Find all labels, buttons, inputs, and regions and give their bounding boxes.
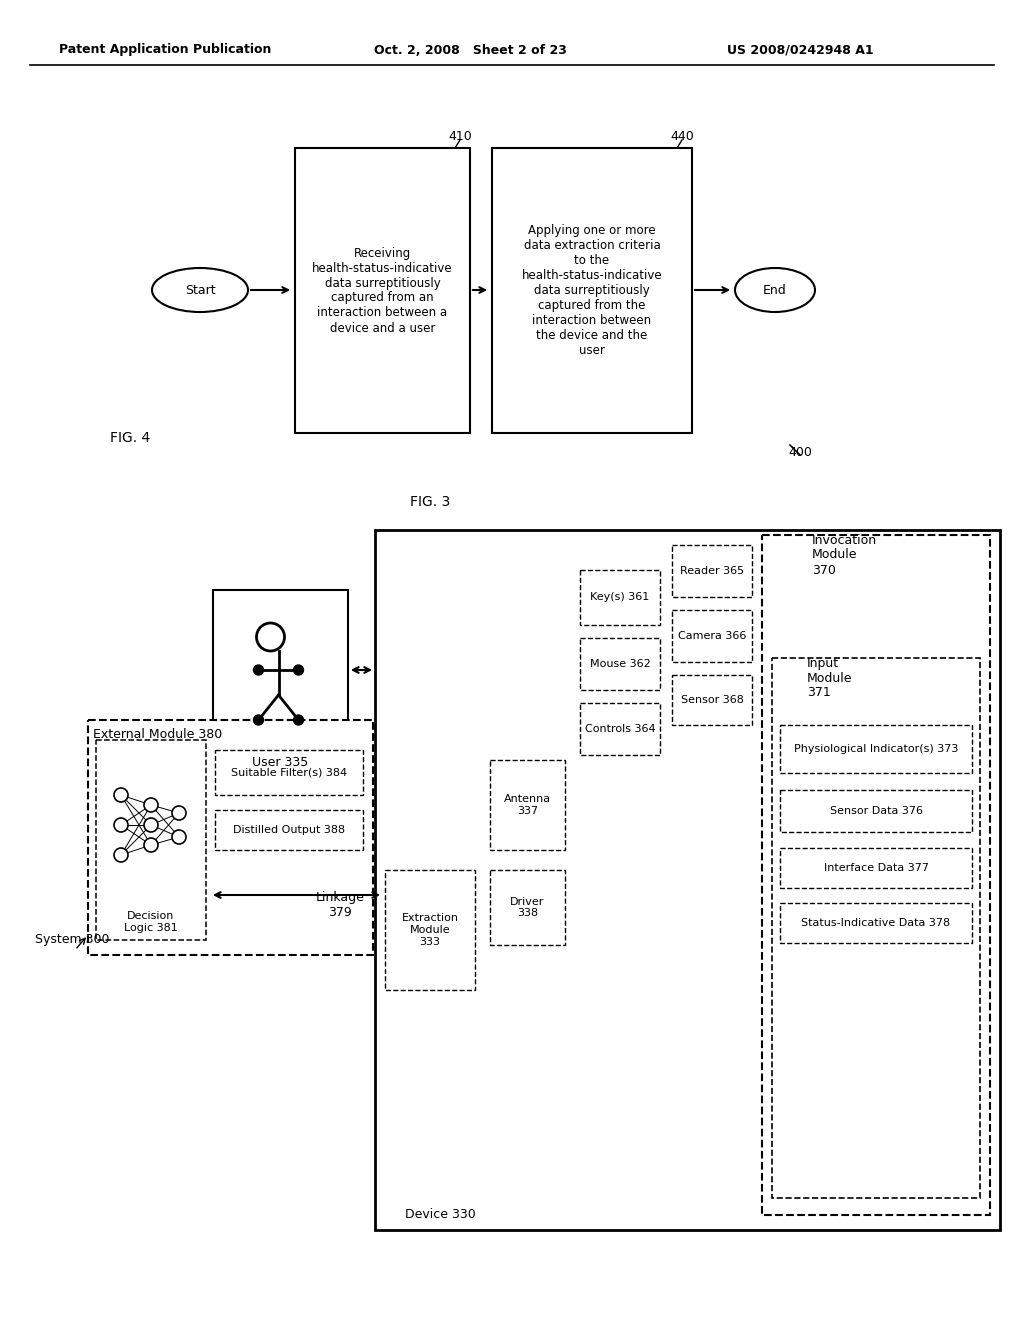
Bar — [672, 545, 752, 597]
Text: FIG. 3: FIG. 3 — [410, 495, 451, 510]
Text: Suitable Filter(s) 384: Suitable Filter(s) 384 — [231, 767, 347, 777]
Text: Receiving
health-status-indicative
data surreptitiously
captured from an
interac: Receiving health-status-indicative data … — [312, 247, 453, 334]
Bar — [580, 704, 660, 755]
Text: Reader 365: Reader 365 — [680, 566, 744, 576]
Text: Sensor 368: Sensor 368 — [681, 696, 743, 705]
Bar — [672, 675, 752, 725]
Text: Status-Indicative Data 378: Status-Indicative Data 378 — [802, 917, 950, 928]
Bar — [375, 531, 1000, 1230]
Text: Oct. 2, 2008   Sheet 2 of 23: Oct. 2, 2008 Sheet 2 of 23 — [374, 44, 566, 57]
Bar — [780, 725, 972, 774]
Bar — [762, 535, 990, 1214]
Bar — [672, 610, 752, 663]
Bar — [772, 657, 980, 1199]
Text: User 335: User 335 — [252, 755, 308, 768]
Bar — [580, 638, 660, 690]
Text: Physiological Indicator(s) 373: Physiological Indicator(s) 373 — [794, 744, 958, 754]
Text: 410: 410 — [449, 129, 472, 143]
Text: Invocation
Module
370: Invocation Module 370 — [812, 533, 878, 577]
Text: Applying one or more
data extraction criteria
to the
health-status-indicative
da: Applying one or more data extraction cri… — [521, 224, 663, 356]
Text: Linkage
379: Linkage 379 — [315, 891, 365, 919]
Circle shape — [254, 665, 263, 675]
Bar — [96, 741, 206, 940]
Text: Device 330: Device 330 — [404, 1209, 475, 1221]
Text: 400: 400 — [788, 446, 812, 458]
Text: Mouse 362: Mouse 362 — [590, 659, 650, 669]
Text: End: End — [763, 284, 786, 297]
Circle shape — [144, 818, 158, 832]
Text: Decision
Logic 381: Decision Logic 381 — [124, 911, 178, 933]
Bar — [780, 847, 972, 888]
Text: Start: Start — [184, 284, 215, 297]
Circle shape — [172, 830, 186, 843]
Circle shape — [114, 847, 128, 862]
Text: Camera 366: Camera 366 — [678, 631, 746, 642]
Circle shape — [144, 799, 158, 812]
Bar — [780, 903, 972, 942]
Circle shape — [144, 838, 158, 851]
Text: FIG. 4: FIG. 4 — [110, 432, 151, 445]
Text: Key(s) 361: Key(s) 361 — [591, 593, 649, 602]
Circle shape — [114, 818, 128, 832]
Bar — [492, 148, 692, 433]
Bar — [490, 760, 565, 850]
Text: System 300: System 300 — [35, 933, 110, 946]
Text: US 2008/0242948 A1: US 2008/0242948 A1 — [727, 44, 873, 57]
Text: External Module 380: External Module 380 — [93, 729, 222, 742]
Text: Extraction
Module
333: Extraction Module 333 — [401, 913, 459, 946]
Bar — [215, 810, 362, 850]
Bar — [385, 870, 475, 990]
Text: Input
Module
371: Input Module 371 — [807, 656, 853, 700]
Bar — [213, 590, 348, 750]
Text: Interface Data 377: Interface Data 377 — [823, 863, 929, 873]
Bar — [215, 750, 362, 795]
Text: 440: 440 — [670, 129, 694, 143]
Ellipse shape — [735, 268, 815, 312]
Bar — [780, 789, 972, 832]
Bar — [580, 570, 660, 624]
Circle shape — [294, 665, 303, 675]
Text: Distilled Output 388: Distilled Output 388 — [232, 825, 345, 836]
Circle shape — [254, 715, 263, 725]
Ellipse shape — [152, 268, 248, 312]
Text: Driver
338: Driver 338 — [510, 896, 545, 919]
Circle shape — [294, 715, 303, 725]
Text: Controls 364: Controls 364 — [585, 723, 655, 734]
Circle shape — [114, 788, 128, 803]
Circle shape — [172, 807, 186, 820]
Bar — [295, 148, 470, 433]
Text: Sensor Data 376: Sensor Data 376 — [829, 807, 923, 816]
Bar — [88, 719, 373, 954]
Bar — [490, 870, 565, 945]
Text: Patent Application Publication: Patent Application Publication — [58, 44, 271, 57]
Text: Antenna
337: Antenna 337 — [504, 795, 551, 816]
